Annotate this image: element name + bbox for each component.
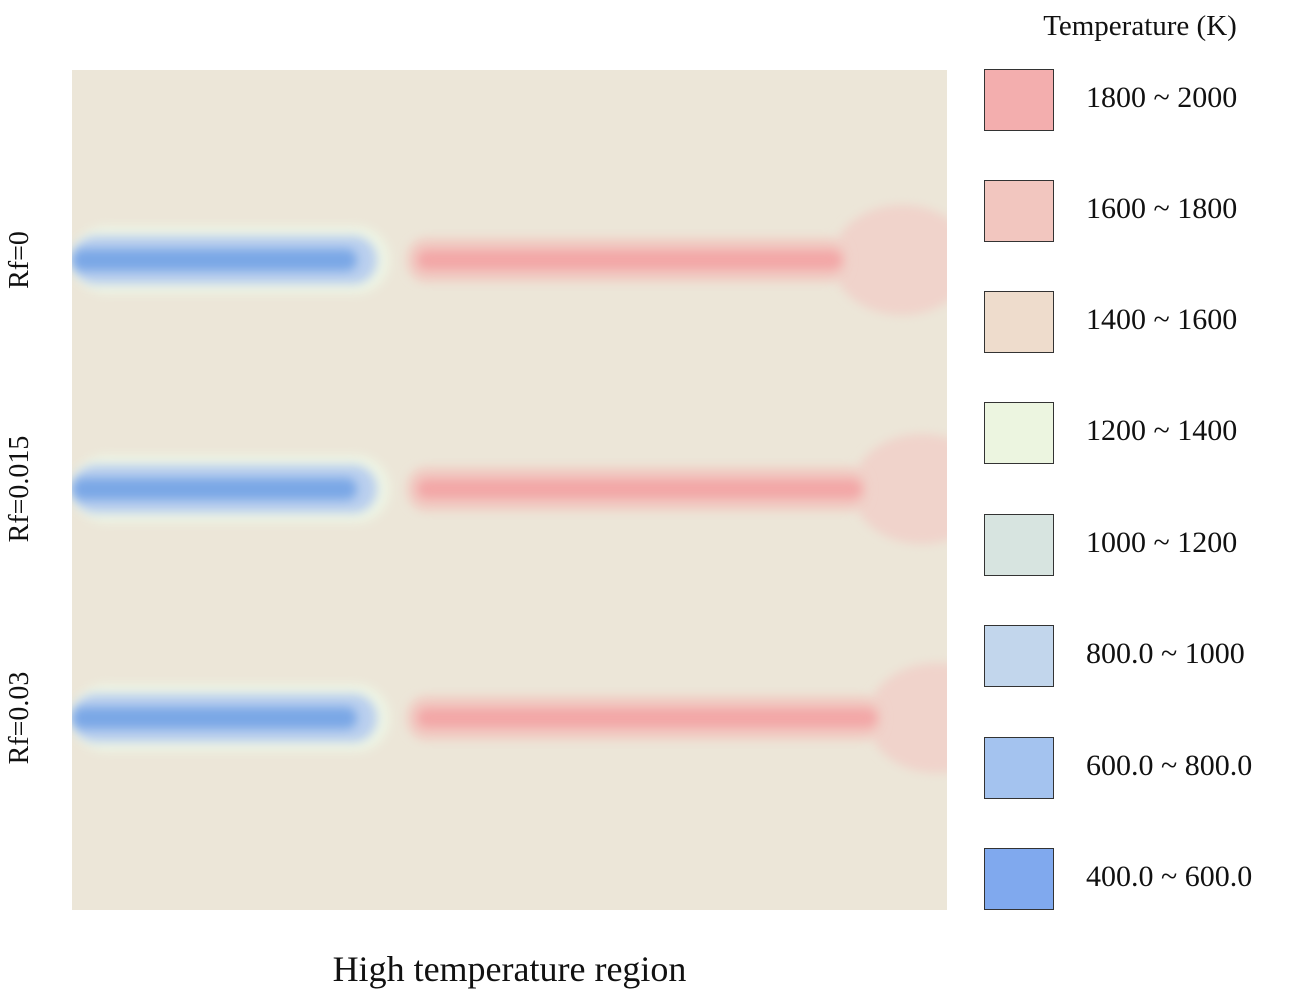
legend-swatch	[984, 69, 1054, 131]
row-field	[72, 663, 947, 773]
legend-label: 1800 ~ 2000	[1086, 81, 1238, 114]
legend-label: 1000 ~ 1200	[1086, 526, 1238, 559]
legend-item: 600.0 ~ 800.0	[984, 737, 1294, 799]
legend-label: 400.0 ~ 600.0	[1086, 860, 1253, 893]
hot-core	[417, 708, 877, 728]
legend-swatch	[984, 848, 1054, 910]
cold-core	[72, 478, 357, 500]
row-field	[72, 205, 947, 315]
legend-item: 1000 ~ 1200	[984, 514, 1294, 576]
hot-halo	[832, 205, 947, 315]
legend-swatch	[984, 180, 1054, 242]
figure-caption: High temperature region	[332, 949, 687, 989]
legend-swatch	[984, 737, 1054, 799]
cold-core	[72, 707, 357, 729]
legend-item: 1600 ~ 1800	[984, 180, 1294, 242]
legend-item: 400.0 ~ 600.0	[984, 848, 1294, 910]
row-label-rf-0-015: Rf=0.015	[4, 435, 35, 543]
legend-title: Temperature (K)	[1043, 10, 1237, 42]
legend-label: 800.0 ~ 1000	[1086, 637, 1245, 670]
legend-item: 1400 ~ 1600	[984, 291, 1294, 353]
row-label-rf-0-03: Rf=0.03	[4, 671, 35, 765]
hot-core	[417, 250, 842, 270]
cold-core	[72, 249, 357, 271]
legend-swatch	[984, 291, 1054, 353]
legend-label: 600.0 ~ 800.0	[1086, 749, 1253, 782]
legend-swatch	[984, 514, 1054, 576]
legend-item: 1200 ~ 1400	[984, 402, 1294, 464]
hot-core	[417, 479, 862, 499]
legend-item: 800.0 ~ 1000	[984, 625, 1294, 687]
hot-halo	[867, 663, 947, 773]
hot-halo	[852, 434, 947, 544]
legend-swatch	[984, 625, 1054, 687]
legend-label: 1400 ~ 1600	[1086, 303, 1238, 336]
temperature-field	[72, 205, 947, 773]
legend-label: 1600 ~ 1800	[1086, 192, 1238, 225]
legend-item: 1800 ~ 2000	[984, 69, 1294, 131]
row-field	[72, 434, 947, 544]
row-label-rf-0: Rf=0	[4, 231, 35, 289]
legend-label: 1200 ~ 1400	[1086, 414, 1238, 447]
legend-swatch	[984, 402, 1054, 464]
